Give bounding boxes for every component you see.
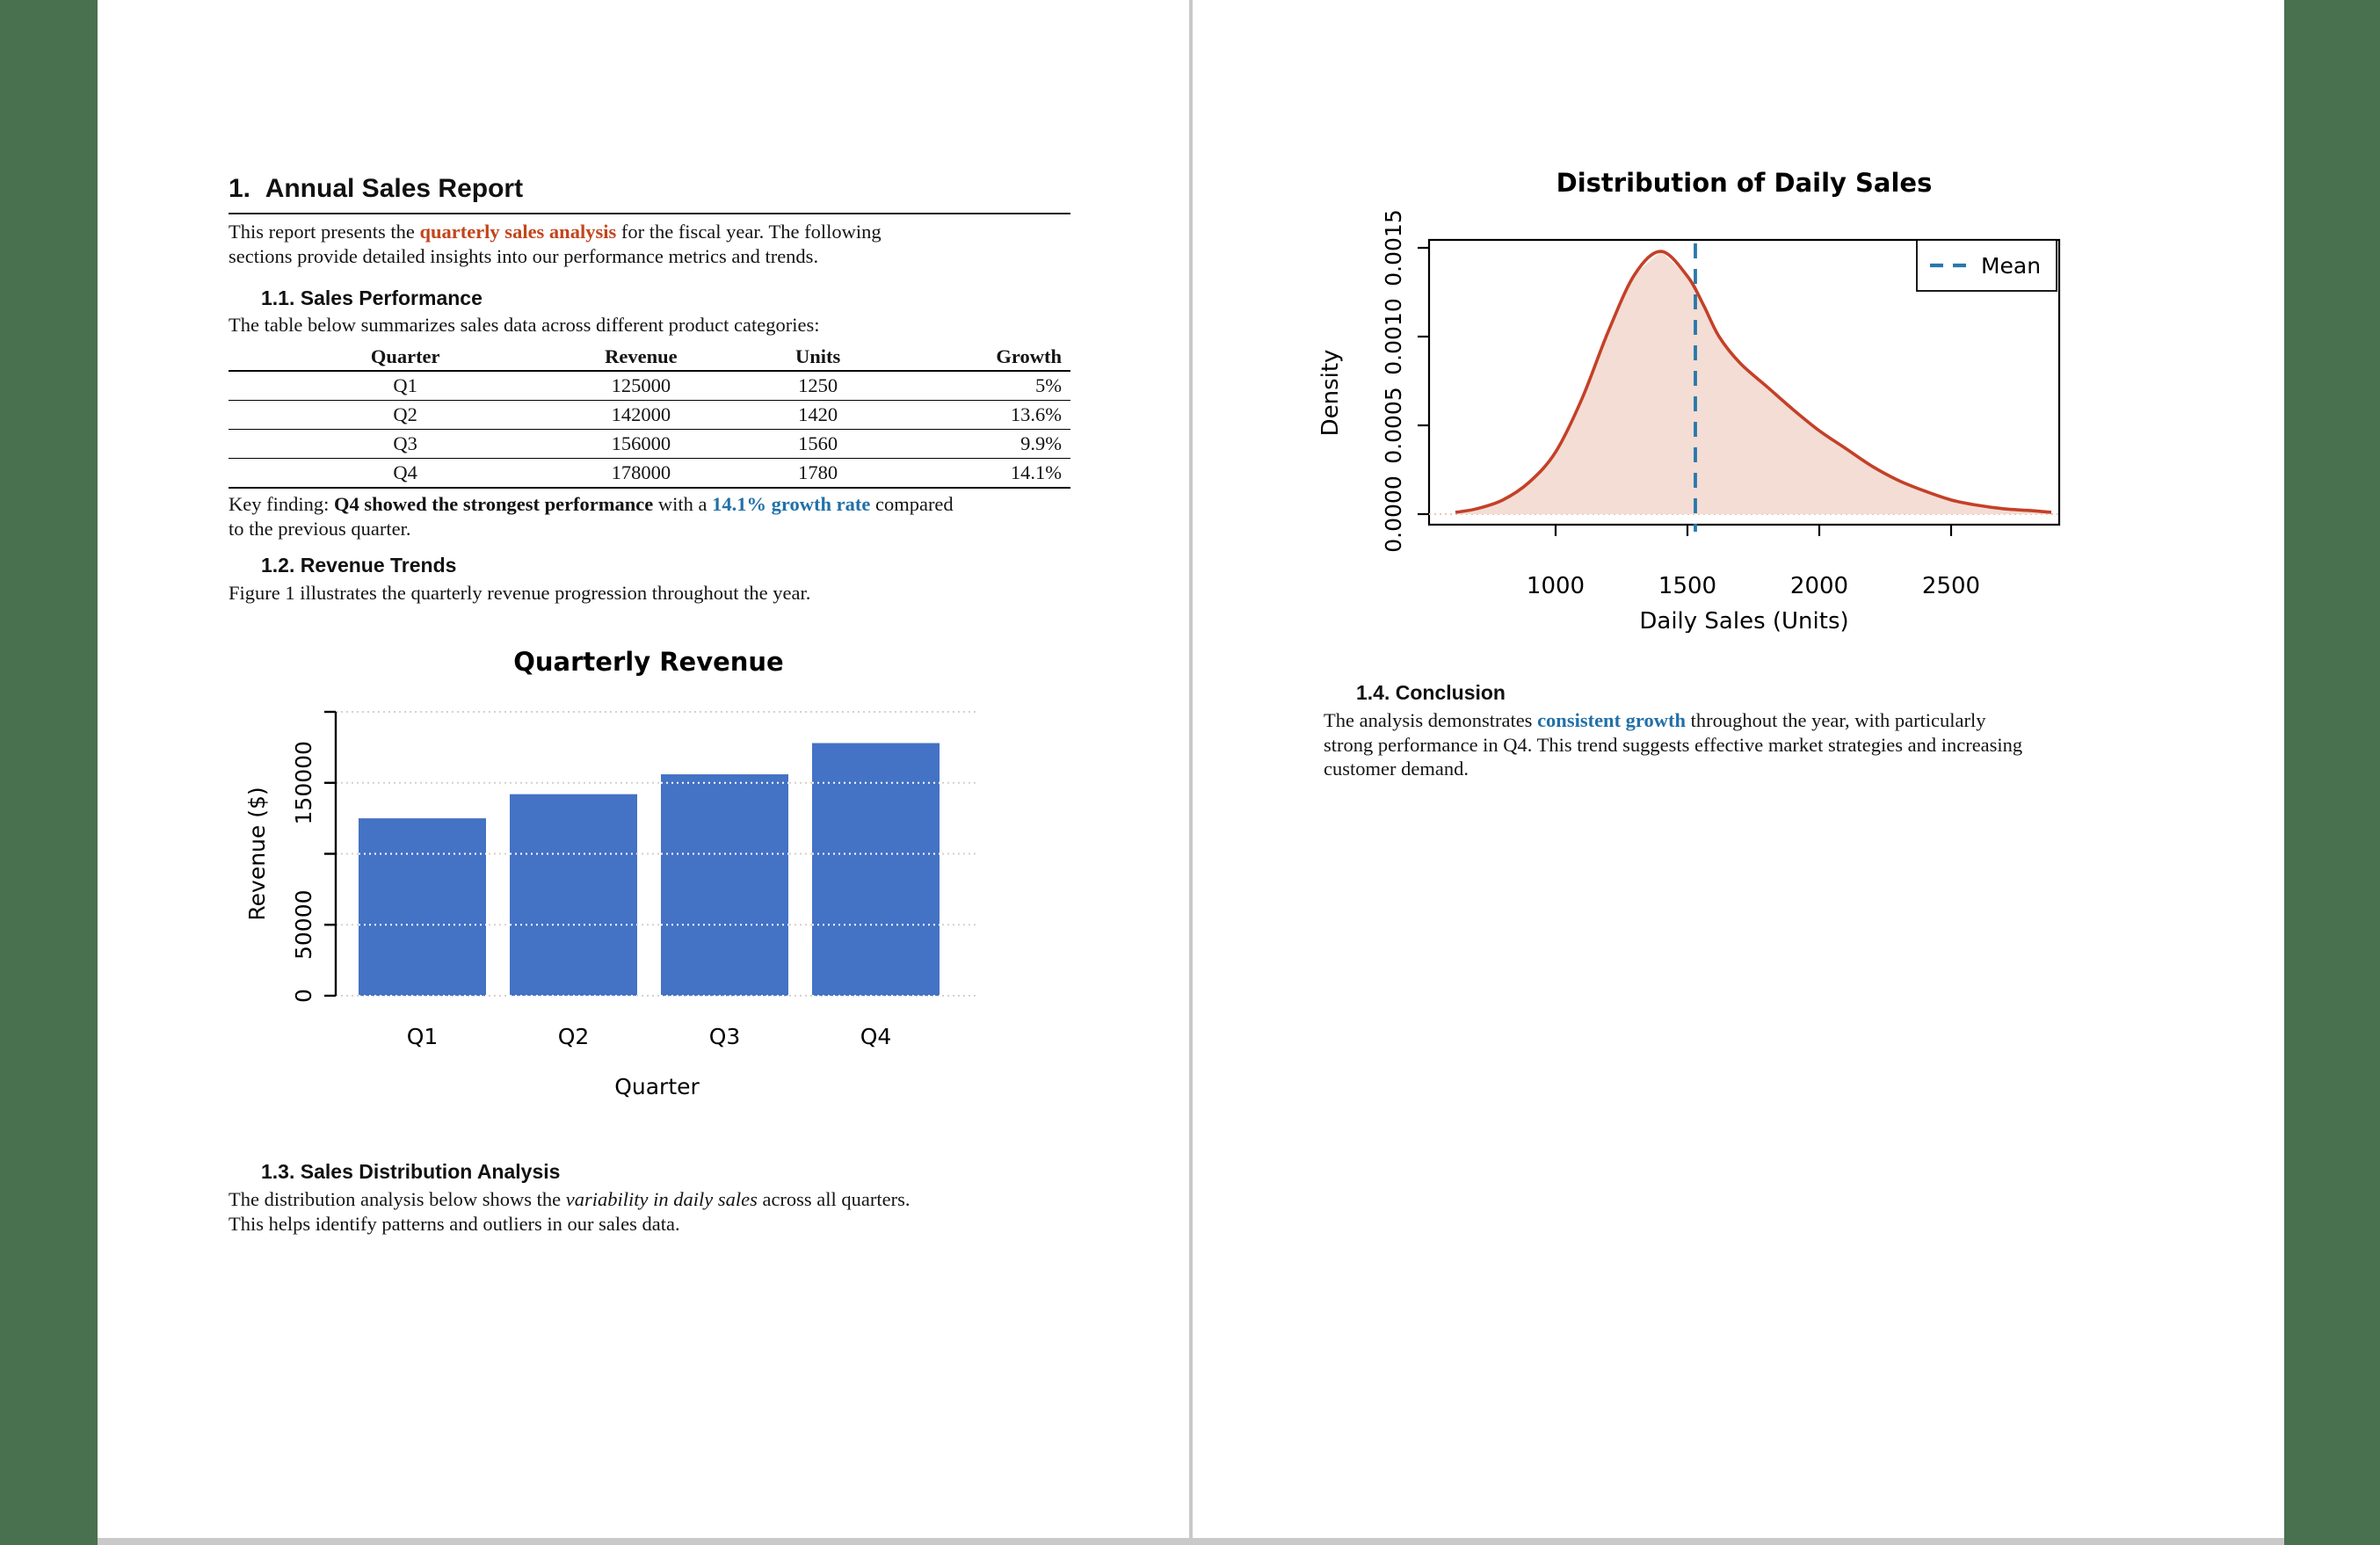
cell-revenue: 156000 [582, 429, 700, 459]
intro-text: This report presents the [229, 221, 420, 243]
legend: Mean [1916, 239, 2057, 292]
cell-growth: 13.6% [935, 400, 1070, 430]
x-tick-label: 2500 [1922, 573, 1980, 599]
section-1-3-lead: The distribution analysis below shows th… [229, 1187, 1107, 1236]
x-tick-label: 1500 [1658, 573, 1716, 599]
cell-revenue: 178000 [582, 458, 700, 489]
y-tick-label: 0 [291, 989, 316, 1003]
bar-q1 [359, 818, 486, 996]
y-axis-title: Revenue ($) [244, 787, 270, 920]
conclusion-highlight: consistent growth [1537, 709, 1687, 731]
cell-growth: 14.1% [935, 458, 1070, 489]
table-row: Q1 125000 1250 5% [229, 371, 1070, 401]
key-finding-strong: Q4 showed the strongest performance [333, 493, 654, 515]
table-row: Q4 178000 1780 14.1% [229, 458, 1070, 489]
x-tick-label: 1000 [1527, 573, 1585, 599]
quarterly-revenue-chart: 0 50000 150000 Q1 Q2 Q3 Q4 Quarter Revenue ($) Qu… [244, 647, 978, 1099]
conclusion-text-3: strong performance in Q4. This trend sug… [1324, 733, 2023, 756]
y-tick-label: 0.0000 [1381, 475, 1406, 552]
s13-text-3: This helps identify patterns and outlier… [229, 1212, 680, 1235]
sales-table: Quarter Revenue Units Growth Q1 125000 1… [229, 343, 1070, 489]
cell-quarter: Q3 [229, 429, 583, 459]
key-finding-post: compared [870, 493, 954, 515]
density-fill [1455, 251, 2051, 514]
intro-highlight: quarterly sales analysis [419, 221, 617, 243]
section-1-3-heading: 1.3. Sales Distribution Analysis [261, 1160, 561, 1183]
key-finding-paragraph: Key finding: Q4 showed the strongest per… [229, 492, 1107, 540]
conclusion-text-4: customer demand. [1324, 758, 1469, 780]
chart-title: Quarterly Revenue [513, 647, 783, 677]
conclusion-paragraph: The analysis demonstrates consistent gro… [1324, 708, 2202, 781]
x-tick-label: Q2 [558, 1024, 590, 1049]
col-header-units: Units [700, 343, 936, 372]
key-finding-growth-rate: 14.1% growth rate [712, 493, 871, 515]
x-tick-label: Q4 [860, 1024, 892, 1049]
bar-q4 [812, 743, 940, 996]
cell-growth: 5% [935, 371, 1070, 401]
report-title: 1. Annual Sales Report [229, 174, 1070, 214]
section-1-2-heading: 1.2. Revenue Trends [261, 554, 457, 577]
section-1-1-lead: The table below summarizes sales data ac… [229, 314, 820, 336]
x-axis-title: Quarter [614, 1074, 700, 1099]
conclusion-text: The analysis demonstrates [1324, 709, 1538, 731]
cell-units: 1250 [700, 371, 936, 401]
key-finding-label: Key finding: [229, 493, 334, 515]
cell-growth: 9.9% [935, 429, 1070, 459]
table-header-row: Quarter Revenue Units Growth [229, 343, 1070, 372]
bar-q2 [510, 794, 637, 996]
section-1-4-heading: 1.4. Conclusion [1356, 681, 1506, 704]
s13-text: The distribution analysis below shows th… [229, 1188, 566, 1210]
table-row: Q3 156000 1560 9.9% [229, 429, 1070, 459]
intro-paragraph: This report presents the quarterly sales… [229, 220, 1107, 268]
x-axis-title: Daily Sales (Units) [1639, 608, 1848, 633]
daily-sales-distribution-chart: 1000 1500 2000 2500 0.0000 0.0005 0.0010 0.0015… [1317, 168, 2061, 633]
col-header-quarter: Quarter [229, 343, 583, 372]
key-finding-post-2: to the previous quarter. [229, 517, 411, 540]
table-row: Q2 142000 1420 13.6% [229, 400, 1070, 430]
page-gap-divider [1189, 0, 1193, 1538]
intro-text-2: for the fiscal year. The following [616, 221, 882, 243]
key-finding-mid: with a [653, 493, 713, 515]
x-tick-label: Q1 [407, 1024, 439, 1049]
density-curve [1455, 250, 2052, 514]
col-header-growth: Growth [935, 343, 1070, 372]
y-tick-label: 0.0015 [1381, 209, 1406, 286]
cell-quarter: Q1 [229, 371, 583, 401]
page-bottom-shadow [98, 1538, 2284, 1545]
conclusion-text-2: throughout the year, with particularly [1686, 709, 1986, 731]
cell-units: 1560 [700, 429, 936, 459]
bar-q3 [661, 774, 788, 996]
page-2: 1000 1500 2000 2500 0.0000 0.0005 0.0010 0.0015… [1193, 0, 2284, 1538]
section-1-2-lead: Figure 1 illustrates the quarterly reven… [229, 582, 811, 604]
y-tick-label: 150000 [291, 741, 316, 824]
section-1-1-heading: 1.1. Sales Performance [261, 287, 483, 309]
s13-italic: variability in daily sales [565, 1188, 758, 1210]
x-tick-label: 2000 [1790, 573, 1848, 599]
cell-quarter: Q2 [229, 400, 583, 430]
cell-units: 1780 [700, 458, 936, 489]
cell-units: 1420 [700, 400, 936, 430]
col-header-revenue: Revenue [582, 343, 700, 372]
y-tick-label: 50000 [291, 889, 316, 960]
intro-text-3: sections provide detailed insights into … [229, 244, 819, 267]
y-tick-label: 0.0010 [1381, 298, 1406, 374]
chart-title: Distribution of Daily Sales [1556, 168, 1933, 198]
page-1: 1. Annual Sales Report This report prese… [98, 0, 1189, 1538]
x-tick-label: Q3 [709, 1024, 741, 1049]
cell-quarter: Q4 [229, 458, 583, 489]
y-axis-title: Density [1317, 350, 1344, 437]
cell-revenue: 142000 [582, 400, 700, 430]
y-tick-label: 0.0005 [1381, 387, 1406, 463]
legend-label: Mean [1981, 253, 2041, 279]
s13-text-2: across all quarters. [757, 1188, 911, 1210]
cell-revenue: 125000 [582, 371, 700, 401]
